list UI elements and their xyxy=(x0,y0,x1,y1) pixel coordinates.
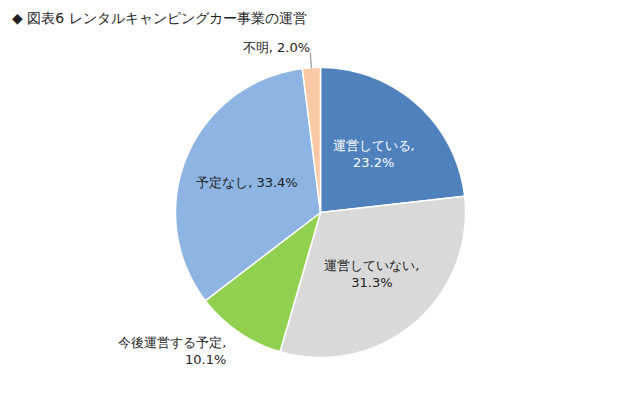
html-text:◆ 図表6 レンタルキャンピングカー事業の運営: ◆ 図表6 レンタルキャンピングカー事業の運営 xyxy=(12,10,307,26)
svg-text:不明, 2.0%: 不明, 2.0% xyxy=(243,39,310,54)
svg-text:運営している,23.2%: 運営している,23.2% xyxy=(333,138,415,170)
svg-text:運営していない,31.3%: 運営していない,31.3% xyxy=(324,258,419,290)
svg-text:予定なし, 33.4%: 予定なし, 33.4% xyxy=(196,175,298,190)
svg-text:今後運営する予定,10.1%: 今後運営する予定,10.1% xyxy=(118,335,226,367)
